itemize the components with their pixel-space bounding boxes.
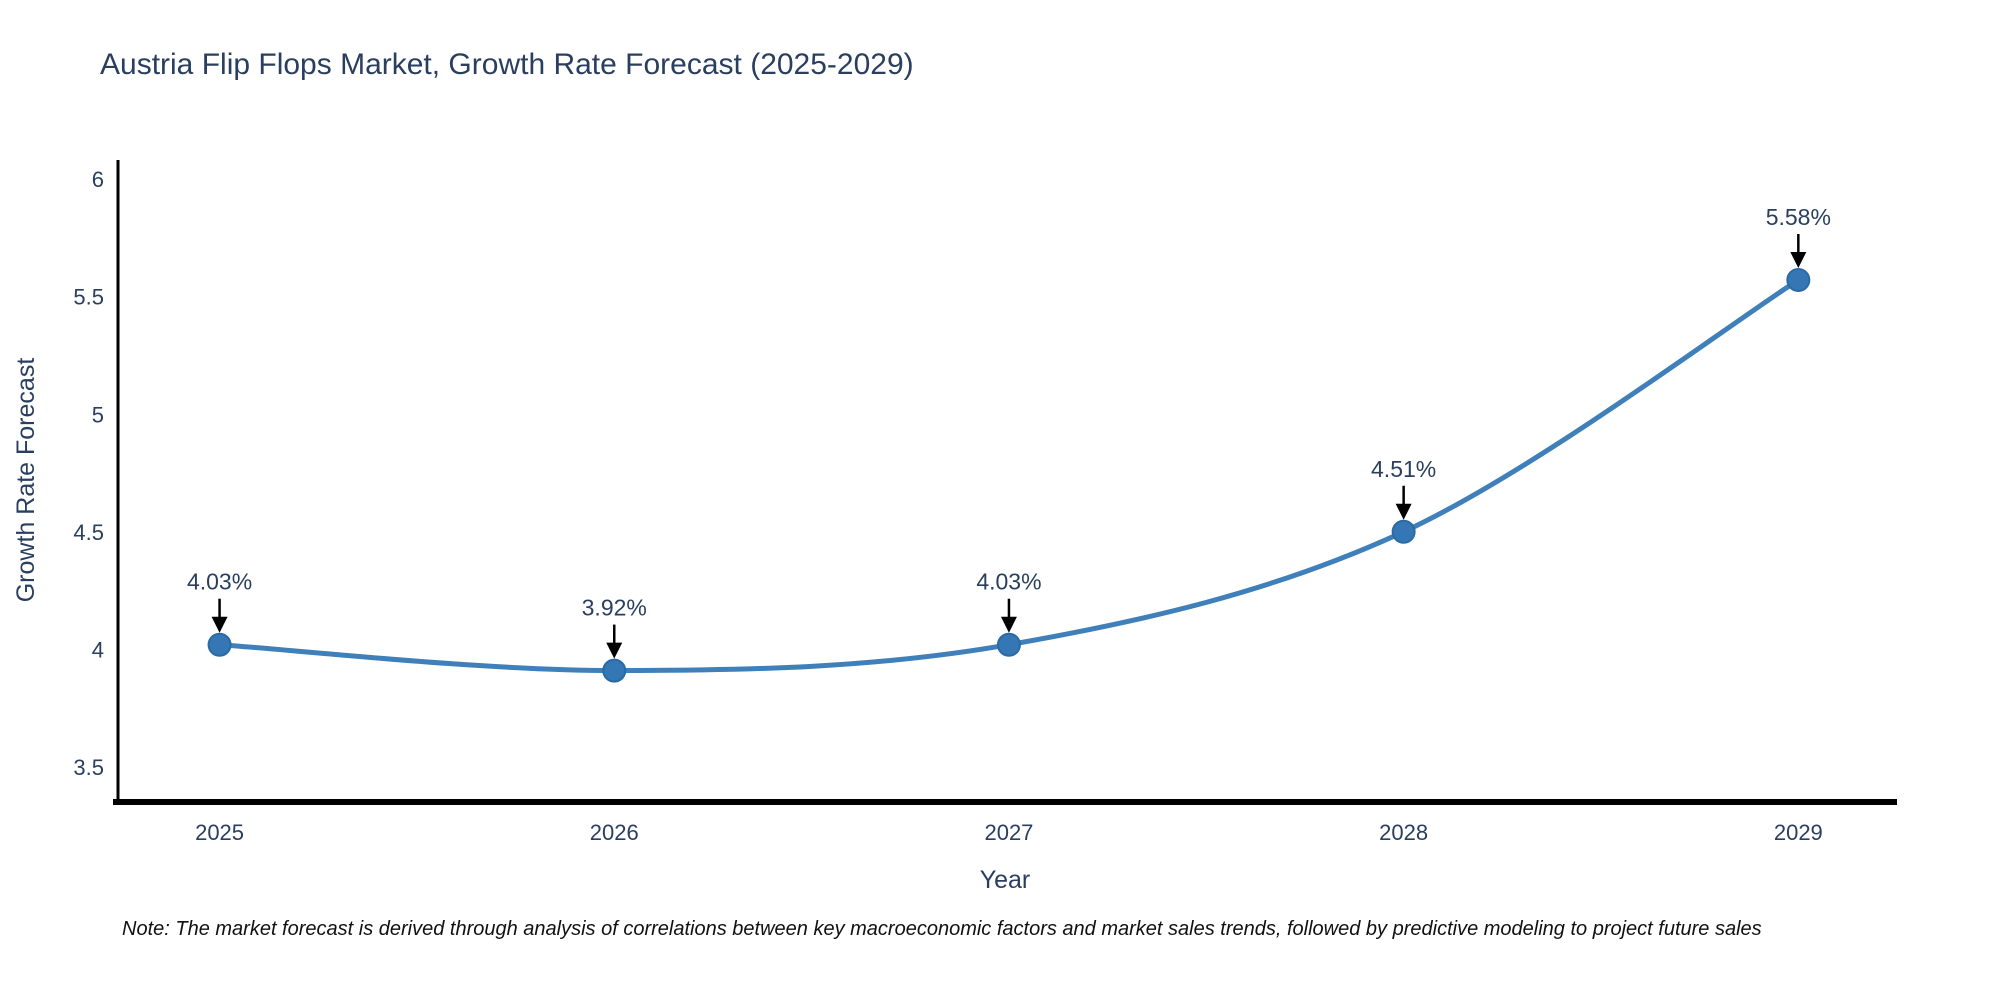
y-tick-label: 5.5 — [73, 285, 104, 310]
x-tick-label: 2027 — [984, 820, 1033, 845]
data-point-2027[interactable] — [996, 632, 1021, 657]
x-tick-label: 2028 — [1379, 820, 1428, 845]
point-value-label: 4.51% — [1371, 456, 1436, 482]
x-tick-label: 2029 — [1774, 820, 1823, 845]
chart-title: Austria Flip Flops Market, Growth Rate F… — [100, 48, 914, 81]
y-tick-label: 5 — [92, 402, 104, 427]
point-value-label: 3.92% — [582, 595, 647, 621]
line-chart: 3.5 4 4.5 5 5.5 6 2025 2026 2027 2028 2029 Growth R… — [12, 160, 1897, 894]
annotation-arrowhead-icon — [1395, 503, 1412, 520]
y-tick-label: 6 — [92, 167, 104, 192]
data-point-2026[interactable] — [602, 658, 627, 683]
data-point-2025[interactable] — [207, 632, 232, 657]
annotation-arrowhead-icon — [211, 616, 228, 633]
x-tick-label: 2026 — [590, 820, 639, 845]
annotation-arrowhead-icon — [1790, 252, 1807, 268]
y-tick-label: 4.5 — [73, 520, 104, 545]
x-axis-title: Year — [980, 866, 1031, 894]
point-value-label: 4.03% — [187, 569, 252, 595]
point-value-label: 4.03% — [976, 569, 1041, 595]
data-point-2029[interactable] — [1786, 268, 1811, 292]
annotation-arrowhead-icon — [606, 642, 623, 659]
footnote: Note: The market forecast is derived thr… — [122, 918, 1762, 940]
point-value-label: 5.58% — [1766, 204, 1831, 230]
data-point-2028[interactable] — [1391, 519, 1416, 544]
annotation-arrowhead-icon — [1000, 616, 1017, 633]
y-axis-title: Growth Rate Forecast — [12, 358, 40, 603]
y-tick-label: 3.5 — [73, 755, 104, 780]
y-tick-label: 4 — [92, 638, 104, 663]
x-tick-label: 2025 — [195, 820, 244, 845]
